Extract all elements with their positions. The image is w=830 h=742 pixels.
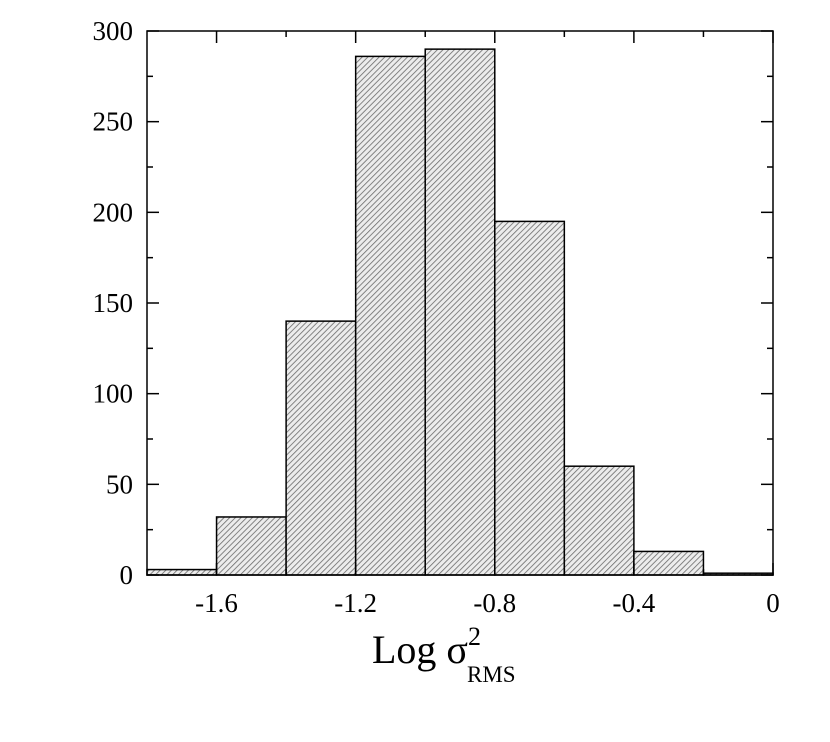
histogram-bar bbox=[285, 320, 357, 576]
histogram-bar bbox=[146, 568, 218, 576]
ticks-layer bbox=[147, 30, 774, 576]
y-tick-label: 0 bbox=[120, 560, 134, 590]
histogram-bar bbox=[354, 55, 426, 576]
bars-layer bbox=[146, 48, 774, 576]
x-axis-label-main: Log σ bbox=[372, 627, 468, 672]
y-tick-label: 150 bbox=[93, 288, 134, 318]
x-tick-label: -0.8 bbox=[473, 588, 516, 618]
x-tick-label: 0 bbox=[766, 588, 780, 618]
y-tick-label: 50 bbox=[106, 469, 133, 499]
y-tick-labels: 0 50 100 150 200 250 300 bbox=[93, 16, 134, 590]
x-axis-label-sup: 2 bbox=[468, 622, 481, 651]
x-axis-label-sub: RMS bbox=[467, 662, 516, 687]
y-tick-label: 250 bbox=[93, 107, 134, 137]
histogram-bar bbox=[563, 465, 635, 576]
y-tick-label: 300 bbox=[93, 16, 134, 46]
x-axis-label: Log σ2 RMS bbox=[372, 622, 516, 687]
histogram-bar bbox=[494, 220, 566, 576]
x-tick-labels: -1.6 -1.2 -0.8 -0.4 0 bbox=[195, 588, 780, 618]
histogram-bar bbox=[633, 550, 705, 576]
x-tick-label: -0.4 bbox=[613, 588, 656, 618]
x-tick-label: -1.6 bbox=[195, 588, 238, 618]
x-tick-label: -1.2 bbox=[334, 588, 377, 618]
y-tick-label: 200 bbox=[93, 197, 134, 227]
histogram-bar bbox=[215, 516, 287, 576]
y-tick-label: 100 bbox=[93, 379, 134, 409]
histogram-bar bbox=[424, 48, 496, 576]
